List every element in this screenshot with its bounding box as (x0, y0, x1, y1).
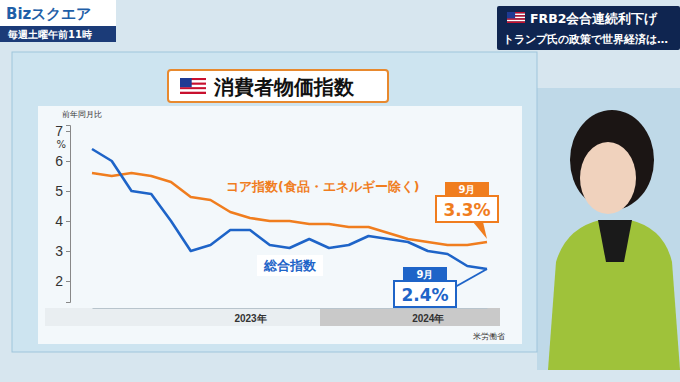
series-label: 総合指数 (263, 258, 317, 273)
y-tick-label: 4 (55, 213, 63, 229)
chart-panel (12, 52, 537, 352)
title-box (168, 70, 388, 102)
headline: トランプ氏の政策で世界経済は… (503, 33, 668, 46)
plot-area (92, 149, 487, 269)
presenter-body (548, 220, 680, 370)
flag-stripe (180, 87, 206, 89)
callout-value-box (436, 196, 498, 222)
plot-panel (38, 106, 522, 344)
y-tick-mark (66, 251, 70, 252)
x-tick-label: 2023年 (234, 313, 266, 324)
series-label-group: コア指数(食品・エネルギー除く) (226, 179, 419, 194)
chart-title: 消費者物価指数 (213, 75, 355, 99)
y-tick: 5 (55, 183, 70, 199)
y-tick-mark (66, 131, 70, 132)
series-line (92, 149, 487, 269)
flag-stripe (507, 20, 525, 22)
flag-canton (507, 12, 515, 18)
schedule: 毎週土曜午前11時 (7, 29, 92, 40)
flag-canton (180, 78, 192, 87)
flag-stripe (507, 18, 525, 20)
callout-pointer (473, 222, 487, 239)
x-band (320, 308, 500, 326)
y-tick: 6 (55, 153, 70, 169)
y-axis: 2 3 4 5 6 7 (55, 123, 70, 303)
y-axis-line (66, 126, 71, 303)
y-tick-mark (66, 161, 70, 162)
callout-month-box (445, 182, 489, 196)
presenter-collar (598, 220, 632, 262)
y-tick-label: 7 (55, 123, 63, 139)
series-label-group: 総合指数 (257, 255, 323, 276)
y-tick-label: 6 (55, 153, 63, 169)
y-tick-mark (66, 191, 70, 192)
x-axis: 2023年 2024年 (93, 308, 488, 324)
logo-box (0, 0, 116, 26)
x-tick: 2024年 (412, 308, 444, 324)
y-tick-label: 5 (55, 183, 63, 199)
flag-stripe (180, 89, 206, 91)
data-label: 2.4% (401, 285, 448, 305)
callout: 9月 2.4% (394, 267, 487, 307)
callout-pointer (455, 269, 487, 287)
background (0, 0, 680, 382)
y-tick: 7 (55, 123, 70, 139)
callout: 9月 3.3% (436, 182, 498, 239)
callout-month: 9月 (459, 184, 476, 195)
flag-stripe (507, 21, 525, 23)
presenter-face (580, 142, 636, 214)
callout-month-box (403, 267, 447, 281)
y-tick: 3 (55, 243, 70, 259)
flag-stripe (180, 92, 206, 94)
flag-icon (507, 12, 525, 23)
x-axis-line (93, 308, 488, 309)
headline: FRB2会合連続利下げ (530, 11, 658, 26)
x-tick: 2023年 (234, 308, 266, 324)
data-label: 3.3% (443, 200, 490, 220)
y-tick-label: 2 (55, 273, 63, 289)
flag-icon (180, 78, 206, 94)
source: 米労働省 (473, 332, 505, 341)
screen: Bizスクエア毎週土曜午前11時 FRB2会合連続利下げトランプ氏の政策で世界経済… (0, 0, 680, 382)
logo: Bizスクエア (6, 5, 91, 23)
y-tick-mark (66, 281, 70, 282)
callout-value-box (394, 281, 456, 307)
y-tick: 4 (55, 213, 70, 229)
x-tick-label: 2024年 (412, 313, 444, 324)
y-tick: 2 (55, 273, 70, 289)
series-label-box (257, 255, 323, 276)
y-tick-mark (66, 221, 70, 222)
presenter-backdrop (537, 88, 680, 370)
series-label: コア指数(食品・エネルギー除く) (226, 179, 419, 194)
y-axis-label: 前年同月比 (62, 110, 102, 119)
series-line (92, 173, 487, 245)
presenter (537, 88, 680, 370)
y-unit: % (56, 139, 66, 150)
schedule-box (0, 26, 116, 42)
y-tick-label: 3 (55, 243, 63, 259)
callout-month: 9月 (417, 269, 434, 280)
headline-box (497, 6, 680, 50)
x-band (45, 308, 320, 326)
